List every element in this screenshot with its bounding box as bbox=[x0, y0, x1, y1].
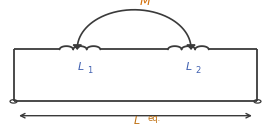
Polygon shape bbox=[73, 45, 81, 49]
Text: 2: 2 bbox=[195, 66, 200, 75]
Text: eq.: eq. bbox=[148, 114, 161, 123]
Text: L: L bbox=[134, 116, 140, 126]
Polygon shape bbox=[187, 45, 195, 49]
Text: 1: 1 bbox=[87, 66, 92, 75]
Text: L: L bbox=[186, 62, 192, 72]
Text: M: M bbox=[140, 0, 150, 8]
Text: L: L bbox=[77, 62, 83, 72]
